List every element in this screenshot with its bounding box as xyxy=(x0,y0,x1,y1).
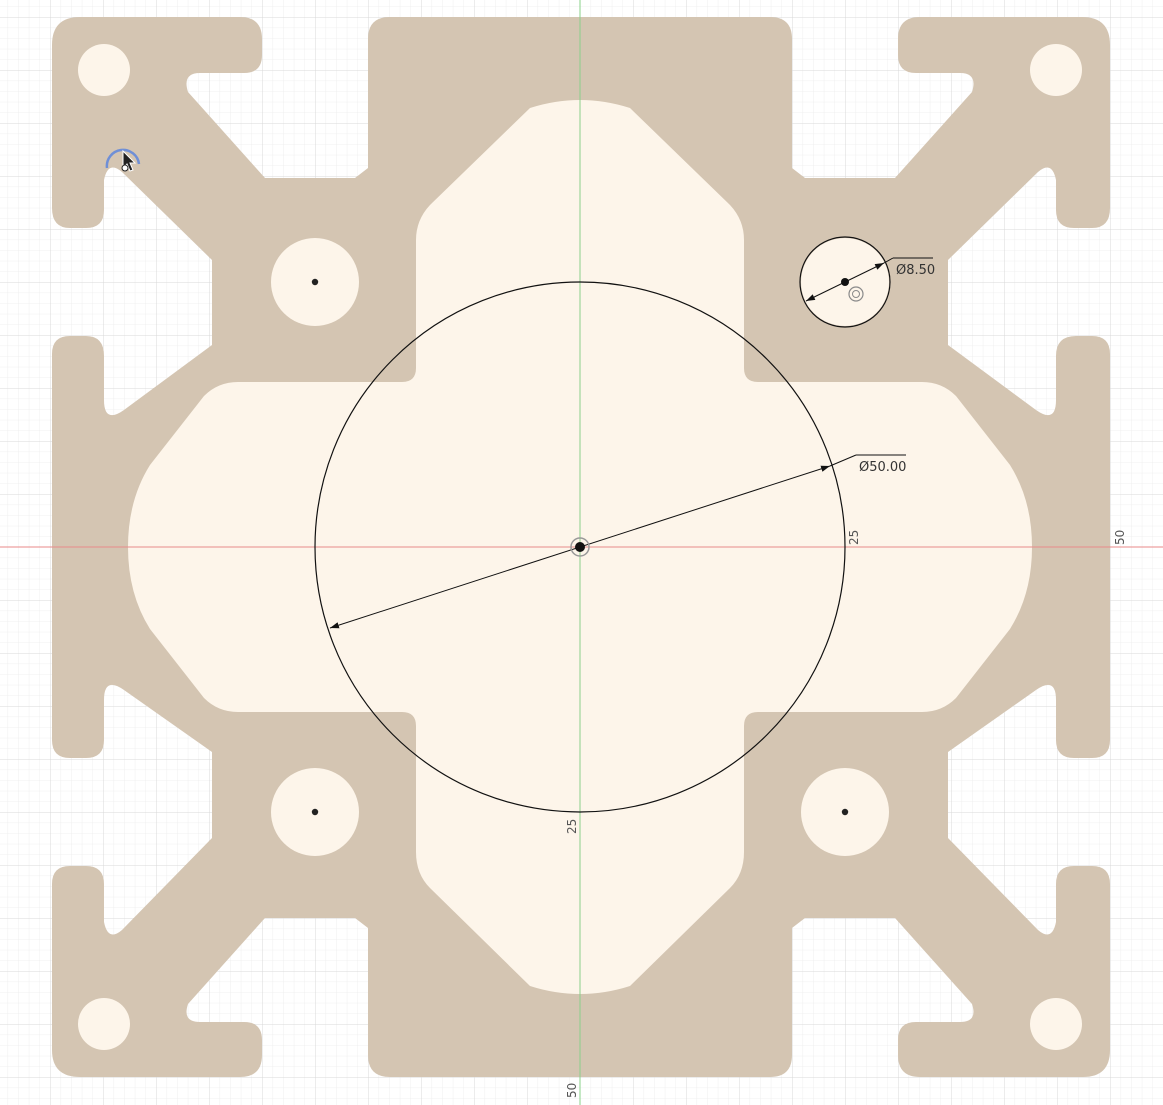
dimension-label-small[interactable]: Ø8.50 xyxy=(896,263,935,278)
center-point-small[interactable] xyxy=(841,278,849,286)
dimension-leader-small xyxy=(883,257,894,264)
center-point-top-left[interactable] xyxy=(311,278,319,286)
corner-hole-top-left[interactable] xyxy=(78,44,130,96)
dimension-leader-large xyxy=(829,454,857,467)
corner-hole-bottom-left[interactable] xyxy=(78,998,130,1050)
center-point-bottom-left[interactable] xyxy=(311,808,319,816)
y-axis-label-50: 50 xyxy=(565,1083,579,1098)
x-axis-label-25: 25 xyxy=(847,530,861,545)
corner-hole-top-right[interactable] xyxy=(1030,44,1082,96)
dimension-label-large[interactable]: Ø50.00 xyxy=(859,460,906,475)
center-point-bottom-right[interactable] xyxy=(841,808,849,816)
mouse-pointer-icon xyxy=(121,149,137,172)
corner-hole-bottom-right[interactable] xyxy=(1030,998,1082,1050)
y-axis-label-25: 25 xyxy=(565,819,579,834)
sketch-circle-large[interactable] xyxy=(314,281,846,813)
snap-target-icon xyxy=(848,286,864,302)
x-axis-label-50: 50 xyxy=(1113,530,1127,545)
origin-marker-icon[interactable] xyxy=(570,537,590,557)
sketch-circle-small[interactable] xyxy=(799,236,891,328)
cursor-arc xyxy=(105,148,141,169)
